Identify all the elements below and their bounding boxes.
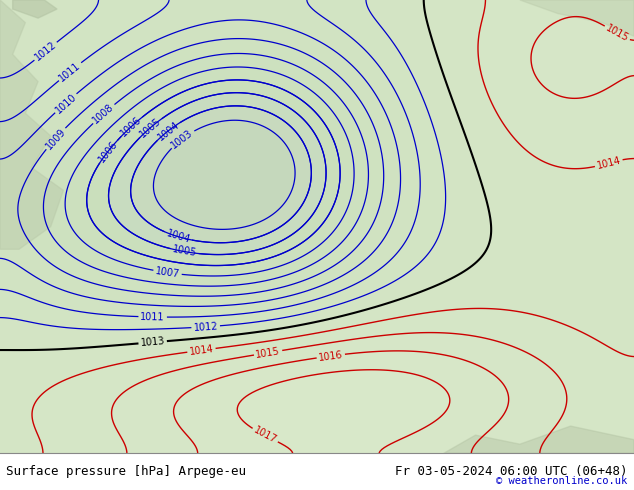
Text: 1005: 1005	[171, 245, 197, 259]
Text: Fr 03-05-2024 06:00 UTC (06+48): Fr 03-05-2024 06:00 UTC (06+48)	[395, 465, 628, 478]
Text: 1008: 1008	[91, 102, 116, 125]
Text: 1012: 1012	[33, 40, 58, 63]
Text: 1015: 1015	[255, 346, 281, 360]
Text: 1009: 1009	[44, 126, 67, 151]
Text: 1014: 1014	[596, 155, 622, 171]
Text: 1016: 1016	[318, 349, 344, 363]
Text: 1004: 1004	[155, 120, 181, 143]
Polygon shape	[444, 426, 634, 453]
Text: 1017: 1017	[252, 425, 278, 445]
Text: 1013: 1013	[140, 336, 165, 348]
Text: 1010: 1010	[53, 91, 78, 115]
Text: 1011: 1011	[140, 312, 165, 322]
Polygon shape	[520, 0, 634, 36]
Text: 1011: 1011	[57, 60, 82, 83]
Text: 1003: 1003	[169, 127, 195, 150]
Text: 1004: 1004	[165, 228, 191, 245]
Text: 1006: 1006	[96, 139, 120, 164]
Text: 1012: 1012	[193, 321, 218, 333]
Text: 1006: 1006	[119, 115, 144, 138]
Text: 1014: 1014	[189, 343, 214, 357]
Text: 1005: 1005	[138, 116, 163, 139]
Text: 1007: 1007	[155, 266, 181, 279]
Text: © weatheronline.co.uk: © weatheronline.co.uk	[496, 476, 628, 486]
Text: Surface pressure [hPa] Arpege-eu: Surface pressure [hPa] Arpege-eu	[6, 465, 247, 478]
Polygon shape	[13, 0, 57, 18]
Text: 1015: 1015	[604, 23, 630, 44]
Polygon shape	[0, 0, 63, 249]
